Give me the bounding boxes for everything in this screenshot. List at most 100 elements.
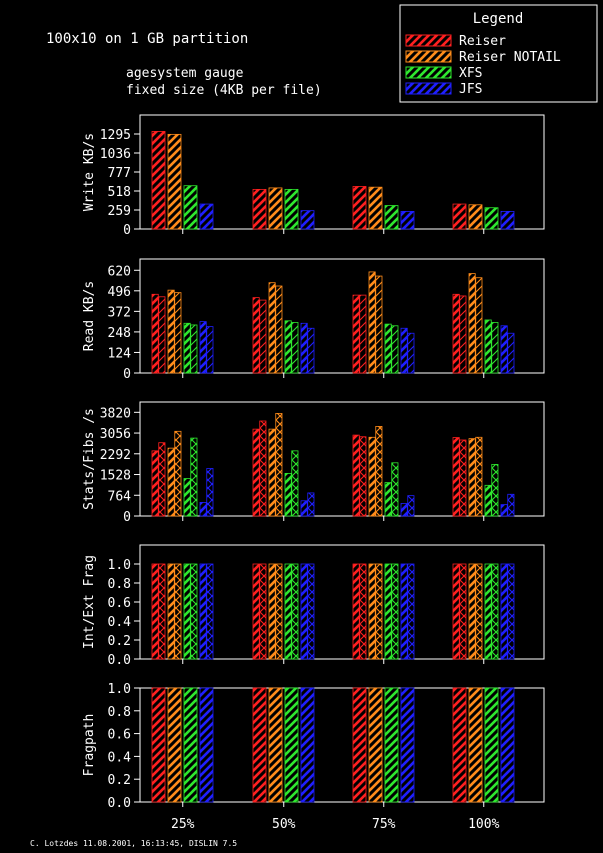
bar-xfs-25 <box>183 185 198 230</box>
y-tick-label: 518 <box>108 185 131 200</box>
bar-jfs-100 <box>500 504 508 517</box>
bar-xfs-100 <box>491 322 499 374</box>
bar-jfs-50 <box>300 687 315 803</box>
bar-jfs-50 <box>307 327 315 374</box>
bar-reiser-100 <box>452 437 460 517</box>
bar-reiser-notail-50 <box>275 563 283 660</box>
bar-xfs-50 <box>291 563 299 660</box>
y-tick-label: 3056 <box>100 427 131 442</box>
bar-reiser-100 <box>459 295 467 374</box>
bar-xfs-75 <box>391 325 399 374</box>
y-tick-label: 1528 <box>100 469 131 484</box>
bar-reiser-notail-50 <box>275 285 283 374</box>
legend-swatch <box>405 34 452 47</box>
figure-subtitle-line2: fixed size (4KB per file) <box>126 83 322 98</box>
bar-xfs-75 <box>391 462 399 517</box>
x-category-label: 100% <box>468 817 499 832</box>
y-tick-label: 259 <box>108 204 131 219</box>
legend-swatch <box>405 66 452 79</box>
bar-reiser-75 <box>359 436 367 517</box>
plot-frame <box>139 401 545 517</box>
y-tick-label: 0.4 <box>108 750 132 765</box>
bar-xfs-50 <box>291 322 299 374</box>
bar-reiser-notail-50 <box>268 282 276 374</box>
plot-frame <box>139 687 545 803</box>
bar-reiser-notail-50 <box>268 687 283 803</box>
legend-label: Reiser <box>459 34 506 49</box>
legend-label: XFS <box>459 66 482 81</box>
bar-reiser-50 <box>252 188 267 230</box>
bar-xfs-25 <box>183 478 191 517</box>
legend-label: JFS <box>459 82 482 97</box>
bar-reiser-notail-50 <box>268 187 283 230</box>
footer-credit: C. Lotzdes 11.08.2001, 16:13:45, DISLIN … <box>30 839 237 848</box>
bar-xfs-50 <box>291 450 299 517</box>
panel-read-kb-s: 0 124 248 372 496 620 Read KB/s <box>82 258 545 382</box>
bar-reiser-notail-75 <box>375 426 383 517</box>
bar-reiser-notail-50 <box>268 563 276 660</box>
bar-reiser-25 <box>151 450 159 517</box>
y-tick-label: 0.8 <box>108 705 131 720</box>
bar-xfs-75 <box>384 205 399 230</box>
bar-jfs-100 <box>500 563 508 660</box>
x-category-label: 25% <box>171 817 195 832</box>
x-category-label: 50% <box>272 817 296 832</box>
bar-xfs-75 <box>384 687 399 803</box>
bar-reiser-notail-50 <box>268 428 276 517</box>
bar-reiser-notail-75 <box>368 271 376 374</box>
bar-jfs-75 <box>407 495 415 517</box>
bar-jfs-50 <box>307 492 315 517</box>
bar-jfs-25 <box>199 321 207 374</box>
bar-jfs-25 <box>199 563 207 660</box>
bar-reiser-25 <box>158 442 166 517</box>
bar-reiser-100 <box>459 563 467 660</box>
y-tick-label: 777 <box>108 166 131 181</box>
bar-reiser-notail-100 <box>468 438 476 517</box>
y-tick-label: 764 <box>108 489 132 504</box>
bar-xfs-25 <box>190 563 198 660</box>
bar-reiser-50 <box>252 428 260 517</box>
legend-box <box>399 4 598 103</box>
bar-xfs-75 <box>391 563 399 660</box>
bar-jfs-50 <box>300 563 308 660</box>
bar-xfs-75 <box>384 482 392 517</box>
bar-reiser-25 <box>151 293 159 374</box>
y-tick-label: 1036 <box>100 147 131 162</box>
y-tick-label: 0 <box>123 367 131 382</box>
bar-xfs-25 <box>183 563 191 660</box>
y-tick-label: 620 <box>108 264 131 279</box>
y-tick-label: 0.8 <box>108 577 131 592</box>
figure-subtitle-line1: agesystem gauge <box>126 66 244 81</box>
y-tick-label: 0.0 <box>108 796 131 811</box>
y-tick-label: 2292 <box>100 448 131 463</box>
y-tick-label: 248 <box>108 326 131 341</box>
bar-jfs-75 <box>407 332 415 374</box>
bar-reiser-50 <box>259 563 267 660</box>
bar-reiser-100 <box>459 439 467 517</box>
bar-xfs-100 <box>484 484 492 517</box>
y-tick-label: 0.2 <box>108 634 131 649</box>
bar-reiser-notail-100 <box>475 277 483 374</box>
y-tick-label: 0.6 <box>108 728 131 743</box>
bar-reiser-notail-25 <box>174 292 182 374</box>
bar-reiser-75 <box>359 294 367 374</box>
y-tick-label: 0.6 <box>108 596 131 611</box>
bar-jfs-75 <box>400 503 408 517</box>
bar-reiser-75 <box>352 563 360 660</box>
bar-reiser-25 <box>151 131 166 230</box>
bar-xfs-100 <box>484 319 492 374</box>
bar-reiser-notail-25 <box>167 687 182 803</box>
y-tick-label: 0 <box>123 223 131 238</box>
bar-reiser-25 <box>158 296 166 374</box>
bar-jfs-25 <box>199 203 214 230</box>
y-axis-label: Stats/Fibs /s <box>82 408 97 510</box>
y-tick-label: 1.0 <box>108 682 131 697</box>
bar-jfs-75 <box>400 563 408 660</box>
bar-jfs-50 <box>307 563 315 660</box>
x-category-label: 75% <box>372 817 396 832</box>
bar-jfs-100 <box>500 210 515 230</box>
bar-xfs-75 <box>384 323 392 374</box>
bar-reiser-notail-25 <box>174 430 182 517</box>
bar-reiser-notail-75 <box>368 563 376 660</box>
